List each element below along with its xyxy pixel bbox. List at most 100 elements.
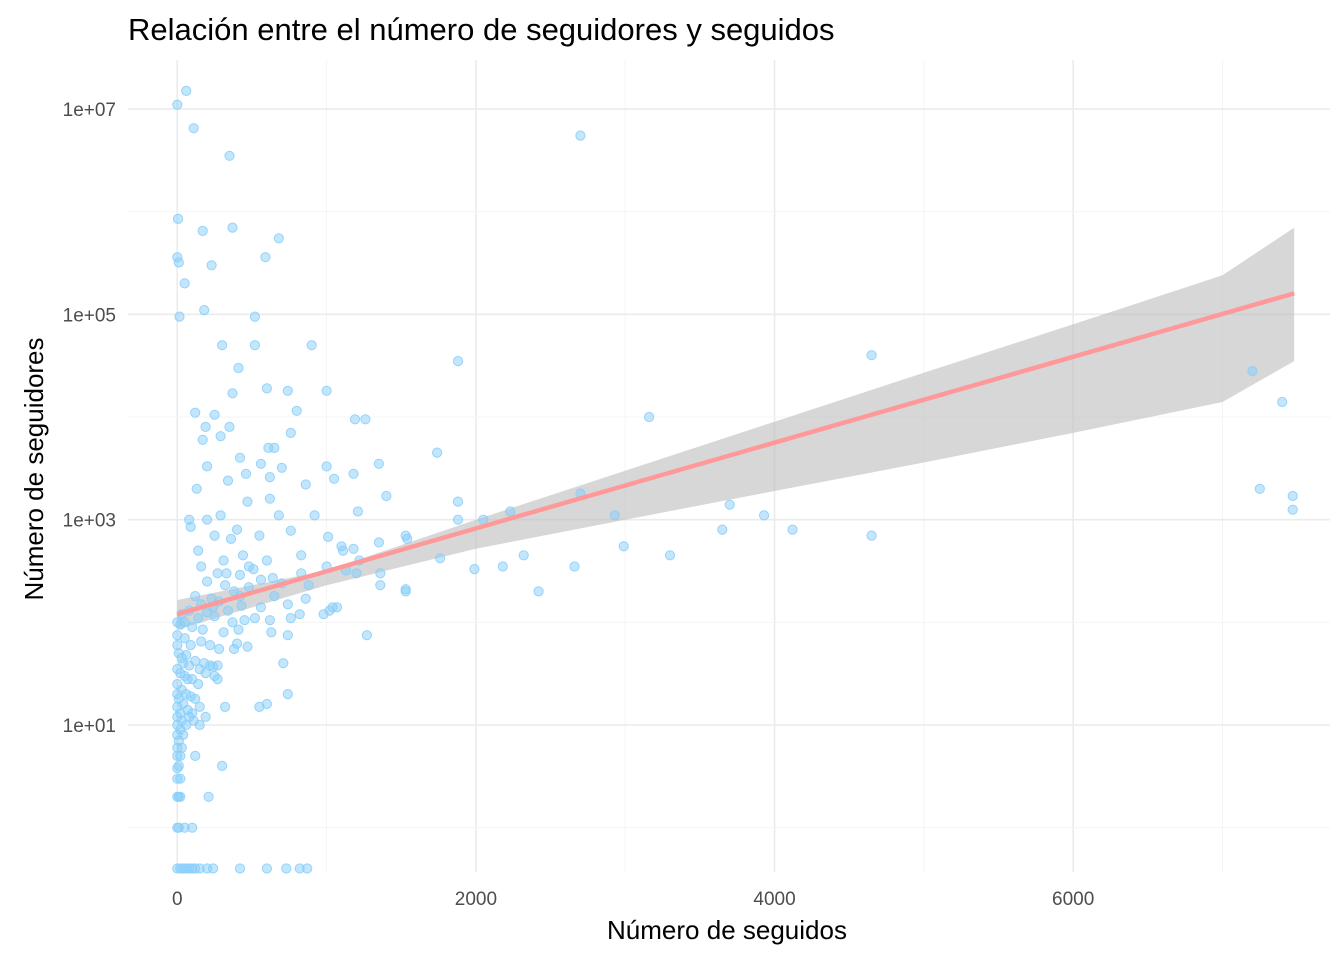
data-point bbox=[220, 701, 231, 713]
data-point bbox=[218, 555, 229, 566]
data-point bbox=[261, 863, 272, 874]
data-point bbox=[202, 576, 213, 587]
data-point bbox=[239, 615, 250, 626]
data-point bbox=[222, 605, 234, 616]
x-axis-title: Número de seguidos bbox=[607, 915, 847, 945]
data-point bbox=[276, 462, 287, 473]
data-point bbox=[199, 305, 210, 316]
data-point bbox=[264, 615, 275, 626]
data-point bbox=[249, 340, 260, 351]
data-point bbox=[452, 356, 464, 367]
data-point bbox=[787, 524, 798, 535]
y-tick-label: 1e+05 bbox=[63, 305, 116, 326]
data-point bbox=[194, 719, 205, 731]
data-point bbox=[303, 580, 314, 591]
data-point bbox=[349, 414, 361, 425]
x-tick-label: 2000 bbox=[455, 889, 497, 910]
data-point bbox=[254, 530, 265, 541]
data-point bbox=[278, 658, 289, 669]
data-point bbox=[281, 863, 292, 874]
data-point bbox=[1277, 396, 1288, 408]
data-point bbox=[209, 611, 220, 622]
y-tick-label: 1e+07 bbox=[63, 100, 116, 121]
data-point bbox=[478, 514, 489, 525]
data-point bbox=[255, 602, 266, 613]
data-point bbox=[323, 531, 334, 543]
data-point bbox=[373, 537, 384, 548]
data-point bbox=[255, 574, 266, 585]
data-points bbox=[172, 85, 1298, 874]
data-point bbox=[282, 599, 293, 610]
data-point bbox=[285, 613, 296, 624]
data-point bbox=[432, 447, 443, 458]
data-point bbox=[184, 660, 195, 671]
data-point bbox=[187, 621, 198, 633]
data-point bbox=[381, 490, 392, 502]
data-point bbox=[242, 641, 253, 652]
data-point bbox=[321, 461, 332, 472]
data-point bbox=[234, 863, 246, 874]
data-point bbox=[724, 499, 735, 510]
data-point bbox=[197, 434, 208, 445]
data-point bbox=[196, 636, 207, 647]
data-point bbox=[248, 564, 259, 575]
data-point bbox=[233, 362, 244, 374]
data-point bbox=[294, 609, 305, 620]
data-point bbox=[300, 593, 311, 604]
data-point bbox=[205, 640, 216, 651]
data-point bbox=[469, 564, 480, 575]
data-point bbox=[190, 407, 201, 418]
data-point bbox=[361, 630, 372, 641]
data-point bbox=[215, 510, 226, 521]
data-point bbox=[200, 668, 211, 679]
data-point bbox=[282, 385, 293, 396]
data-point bbox=[282, 630, 293, 641]
data-point bbox=[282, 689, 293, 700]
data-point bbox=[1287, 504, 1298, 515]
data-point bbox=[866, 350, 877, 361]
data-point bbox=[193, 613, 204, 624]
data-point bbox=[302, 863, 313, 874]
data-point bbox=[249, 613, 260, 624]
data-point bbox=[209, 530, 220, 541]
data-point bbox=[212, 660, 223, 671]
data-point bbox=[172, 640, 183, 651]
data-point bbox=[217, 760, 228, 772]
data-point bbox=[196, 561, 207, 572]
data-point bbox=[261, 698, 272, 710]
data-point bbox=[181, 85, 192, 97]
data-point bbox=[179, 633, 190, 644]
data-point bbox=[179, 278, 190, 289]
data-point bbox=[321, 385, 332, 396]
data-point bbox=[224, 150, 235, 161]
data-point bbox=[173, 257, 184, 268]
data-point bbox=[329, 473, 340, 484]
data-point bbox=[300, 479, 311, 490]
data-point bbox=[261, 383, 272, 394]
y-tick-label: 1e+01 bbox=[63, 716, 116, 737]
data-point bbox=[193, 679, 204, 690]
data-point bbox=[172, 763, 183, 774]
data-point bbox=[351, 568, 362, 579]
y-axis-title: Número de seguidores bbox=[19, 337, 49, 600]
data-point bbox=[373, 458, 384, 469]
data-point bbox=[190, 693, 201, 704]
data-point bbox=[306, 340, 317, 351]
data-point bbox=[218, 627, 229, 638]
data-point bbox=[759, 510, 770, 521]
data-point bbox=[233, 624, 244, 635]
data-point bbox=[452, 496, 464, 507]
data-point bbox=[240, 468, 252, 479]
data-point bbox=[209, 409, 220, 420]
data-point bbox=[225, 533, 237, 545]
data-point bbox=[337, 545, 349, 556]
data-point bbox=[618, 541, 629, 552]
data-point bbox=[190, 591, 201, 602]
data-point bbox=[309, 510, 320, 521]
data-point bbox=[1254, 483, 1265, 494]
confidence-band bbox=[177, 227, 1295, 630]
data-point bbox=[505, 506, 516, 517]
data-point bbox=[172, 99, 183, 110]
data-point bbox=[264, 493, 275, 504]
